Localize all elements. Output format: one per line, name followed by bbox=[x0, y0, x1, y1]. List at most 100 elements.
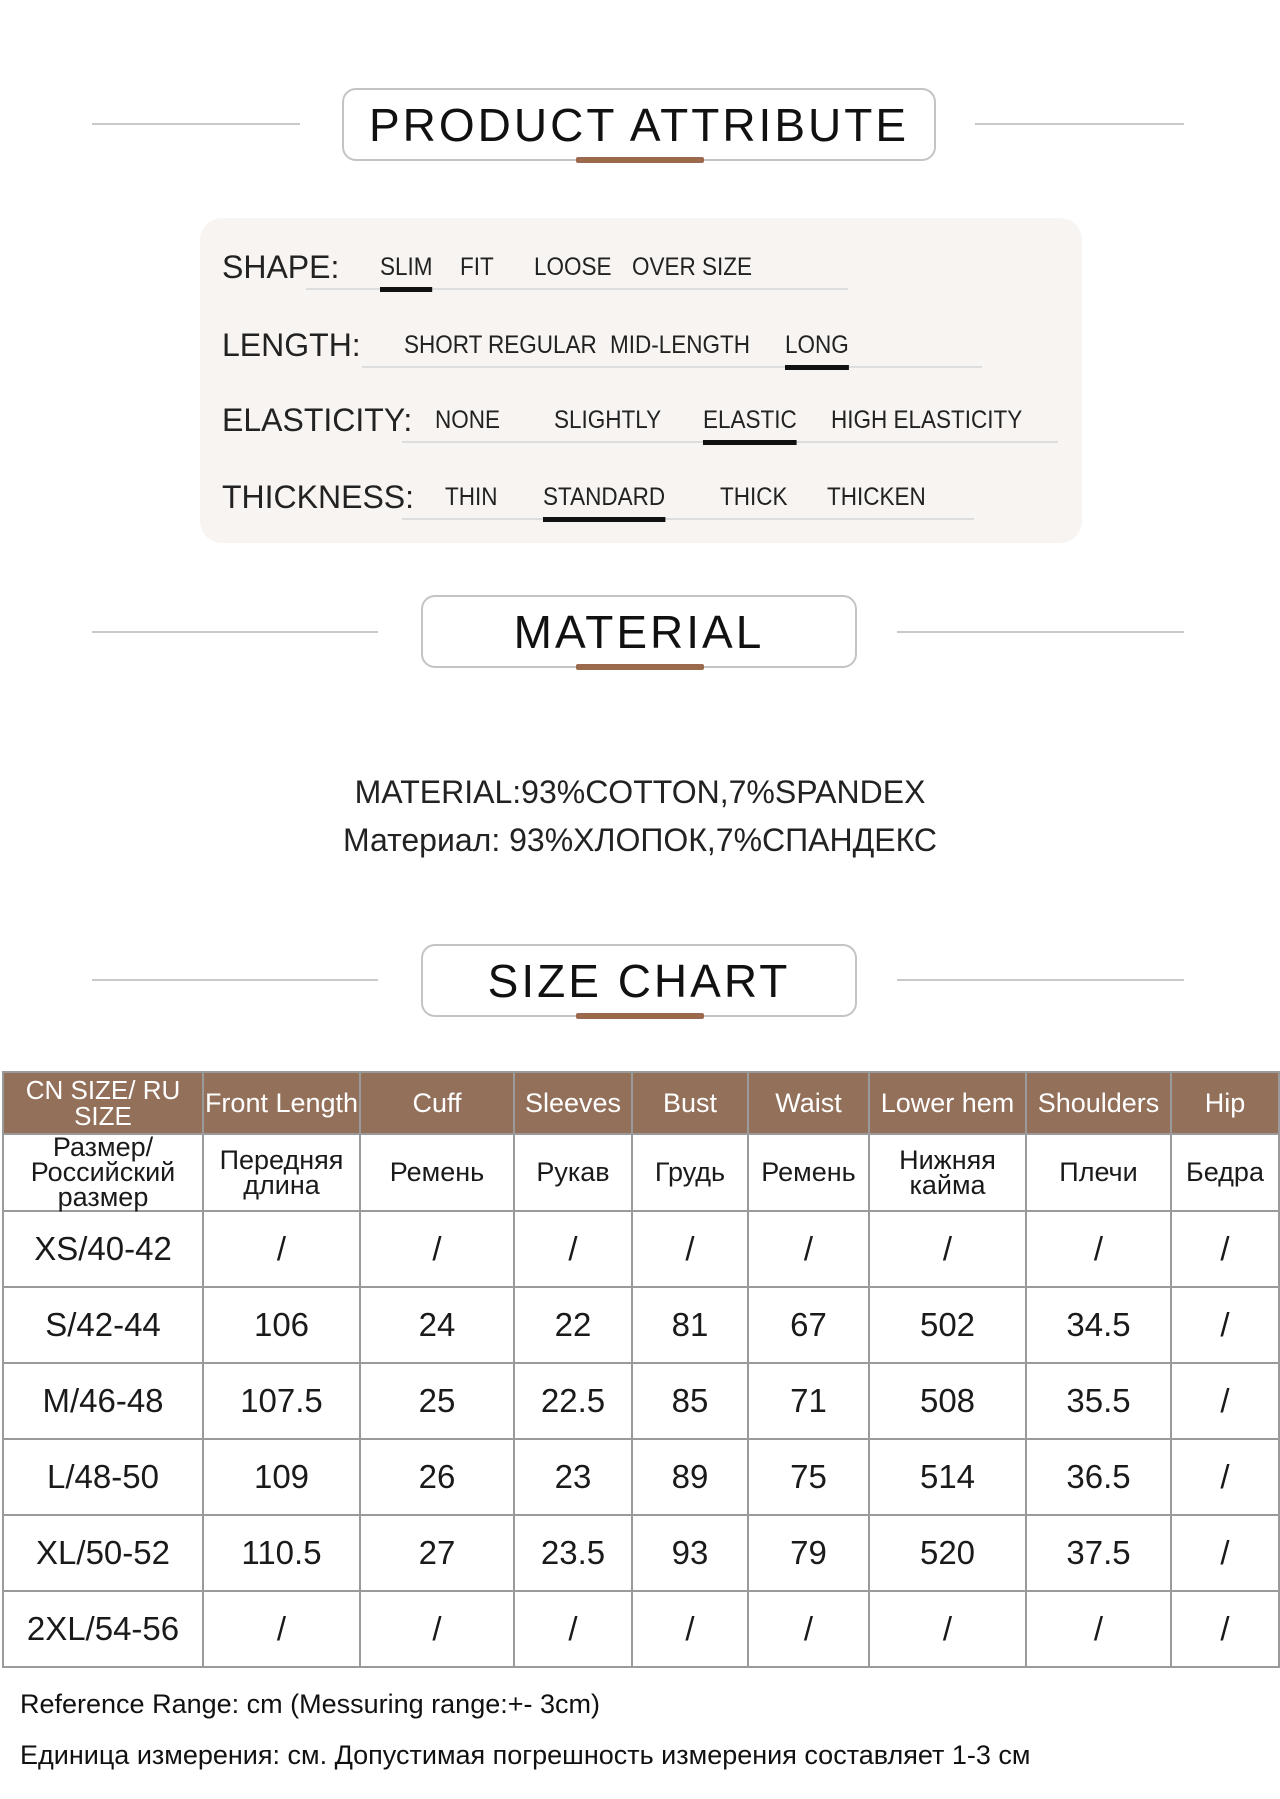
divider bbox=[897, 979, 1184, 981]
value-cell: 85 bbox=[631, 1362, 749, 1440]
attribute-label: THICKNESS: bbox=[222, 479, 415, 515]
column-header: Lower hem bbox=[868, 1071, 1027, 1135]
value-cell: / bbox=[1025, 1210, 1172, 1288]
material-ru: Материал: 93%ХЛОПОК,7%СПАНДЕКС bbox=[342, 822, 938, 858]
column-header-ru: Плечи bbox=[1025, 1133, 1172, 1212]
value-cell: 23 bbox=[513, 1438, 633, 1516]
value-cell: 520 bbox=[868, 1514, 1027, 1592]
column-header: CN SIZE/ RU SIZE bbox=[2, 1071, 204, 1135]
attribute-line bbox=[402, 518, 974, 520]
value-cell: / bbox=[747, 1210, 870, 1288]
value-cell: / bbox=[1170, 1590, 1280, 1668]
table-row: S/42-44 106 24 22 81 67 502 34.5/ bbox=[2, 1286, 1280, 1364]
value-cell: 23.5 bbox=[513, 1514, 633, 1592]
size-cell: XL/50-52 bbox=[2, 1514, 204, 1592]
column-header: Front Length bbox=[202, 1071, 361, 1135]
value-cell: 22.5 bbox=[513, 1362, 633, 1440]
attribute-label: LENGTH: bbox=[222, 327, 361, 363]
value-cell: 106 bbox=[202, 1286, 361, 1364]
value-cell: 110.5 bbox=[202, 1514, 361, 1592]
divider bbox=[92, 631, 378, 633]
column-header-ru: Бедра bbox=[1170, 1133, 1280, 1212]
value-cell: / bbox=[1170, 1210, 1280, 1288]
size-cell: XS/40-42 bbox=[2, 1210, 204, 1288]
value-cell: / bbox=[359, 1210, 515, 1288]
divider bbox=[92, 979, 378, 981]
value-cell: 26 bbox=[359, 1438, 515, 1516]
attribute-option: THICK bbox=[720, 483, 788, 511]
value-cell: 35.5 bbox=[1025, 1362, 1172, 1440]
value-cell: / bbox=[1170, 1286, 1280, 1364]
column-header-ru: Ремень bbox=[747, 1133, 870, 1212]
table-row: L/48-50 109 26 23 89 75 514 36.5/ bbox=[2, 1438, 1280, 1516]
attribute-option: MID-LENGTH bbox=[610, 331, 751, 359]
attribute-label: ELASTICITY: bbox=[222, 402, 413, 438]
divider bbox=[92, 123, 300, 125]
attribute-option: THICKEN bbox=[827, 483, 926, 511]
attribute-row: LENGTH: SHORT REGULAR MID-LENGTH LONG bbox=[222, 318, 1082, 370]
column-header-ru: Передняя длина bbox=[202, 1133, 361, 1212]
column-header: Cuff bbox=[359, 1071, 515, 1135]
value-cell: / bbox=[1170, 1362, 1280, 1440]
section-title-material: MATERIAL bbox=[421, 595, 857, 668]
size-chart-table: CN SIZE/ RU SIZE Front Length Cuff Sleeves B… bbox=[2, 1071, 1280, 1668]
material-en: MATERIAL:93%COTTON,7%SPANDEX bbox=[354, 774, 926, 810]
attribute-row: THICKNESS: THIN STANDARD THICK THICKEN bbox=[222, 470, 1082, 522]
column-header: Sleeves bbox=[513, 1071, 633, 1135]
title-underline bbox=[576, 1013, 704, 1019]
value-cell: / bbox=[631, 1210, 749, 1288]
attribute-label: SHAPE: bbox=[222, 249, 340, 285]
value-cell: 93 bbox=[631, 1514, 749, 1592]
attribute-option: FIT bbox=[460, 253, 494, 281]
value-cell: 79 bbox=[747, 1514, 870, 1592]
attribute-line bbox=[306, 288, 848, 290]
attribute-option-selected: ELASTIC bbox=[703, 406, 797, 445]
value-cell: / bbox=[631, 1590, 749, 1668]
attribute-panel: SHAPE: SLIM FIT LOOSE OVER SIZE LENGTH: SHORT R… bbox=[200, 218, 1082, 543]
attribute-option: REGULAR bbox=[488, 331, 597, 359]
value-cell: / bbox=[1025, 1590, 1172, 1668]
value-cell: / bbox=[1170, 1514, 1280, 1592]
value-cell: / bbox=[359, 1590, 515, 1668]
value-cell: / bbox=[202, 1210, 361, 1288]
attribute-row: ELASTICITY: NONE SLIGHTLY ELASTIC HIGH ELAST… bbox=[222, 393, 1082, 445]
section-title-size-chart: SIZE CHART bbox=[421, 944, 857, 1017]
column-header-ru: Нижняя кайма bbox=[868, 1133, 1027, 1212]
value-cell: 81 bbox=[631, 1286, 749, 1364]
footer-en: Reference Range: cm (Messuring range:+- … bbox=[20, 1689, 600, 1719]
value-cell: 107.5 bbox=[202, 1362, 361, 1440]
value-cell: / bbox=[868, 1590, 1027, 1668]
attribute-option: LOOSE bbox=[534, 253, 612, 281]
table-row: XL/50-52 110.5 27 23.5 93 79 520 37.5/ bbox=[2, 1514, 1280, 1592]
column-header-ru: Грудь bbox=[631, 1133, 749, 1212]
table-row: M/46-48 107.5 25 22.5 85 71 508 35.5/ bbox=[2, 1362, 1280, 1440]
divider bbox=[975, 123, 1184, 125]
value-cell: 27 bbox=[359, 1514, 515, 1592]
divider bbox=[897, 631, 1184, 633]
value-cell: 502 bbox=[868, 1286, 1027, 1364]
value-cell: 67 bbox=[747, 1286, 870, 1364]
attribute-option-selected: STANDARD bbox=[543, 483, 666, 522]
value-cell: 25 bbox=[359, 1362, 515, 1440]
value-cell: / bbox=[513, 1210, 633, 1288]
column-header: Shoulders bbox=[1025, 1071, 1172, 1135]
attribute-option: OVER SIZE bbox=[632, 253, 753, 281]
value-cell: 36.5 bbox=[1025, 1438, 1172, 1516]
value-cell: 34.5 bbox=[1025, 1286, 1172, 1364]
title-underline bbox=[576, 664, 704, 670]
attribute-row: SHAPE: SLIM FIT LOOSE OVER SIZE bbox=[222, 240, 1082, 292]
table-row: XS/40-42// / / / / / / bbox=[2, 1210, 1280, 1288]
value-cell: 89 bbox=[631, 1438, 749, 1516]
attribute-option: HIGH ELASTICITY bbox=[831, 406, 1023, 434]
attribute-option-selected: LONG bbox=[785, 331, 849, 370]
column-header: Hip bbox=[1170, 1071, 1280, 1135]
value-cell: 508 bbox=[868, 1362, 1027, 1440]
value-cell: 24 bbox=[359, 1286, 515, 1364]
column-header-ru: Ремень bbox=[359, 1133, 515, 1212]
column-header-ru: Рукав bbox=[513, 1133, 633, 1212]
size-cell: S/42-44 bbox=[2, 1286, 204, 1364]
attribute-option: THIN bbox=[445, 483, 498, 511]
attribute-option-selected: SLIM bbox=[380, 253, 433, 292]
table-row: 2XL/54-56// / / / / / / bbox=[2, 1590, 1280, 1668]
column-header: Waist bbox=[747, 1071, 870, 1135]
